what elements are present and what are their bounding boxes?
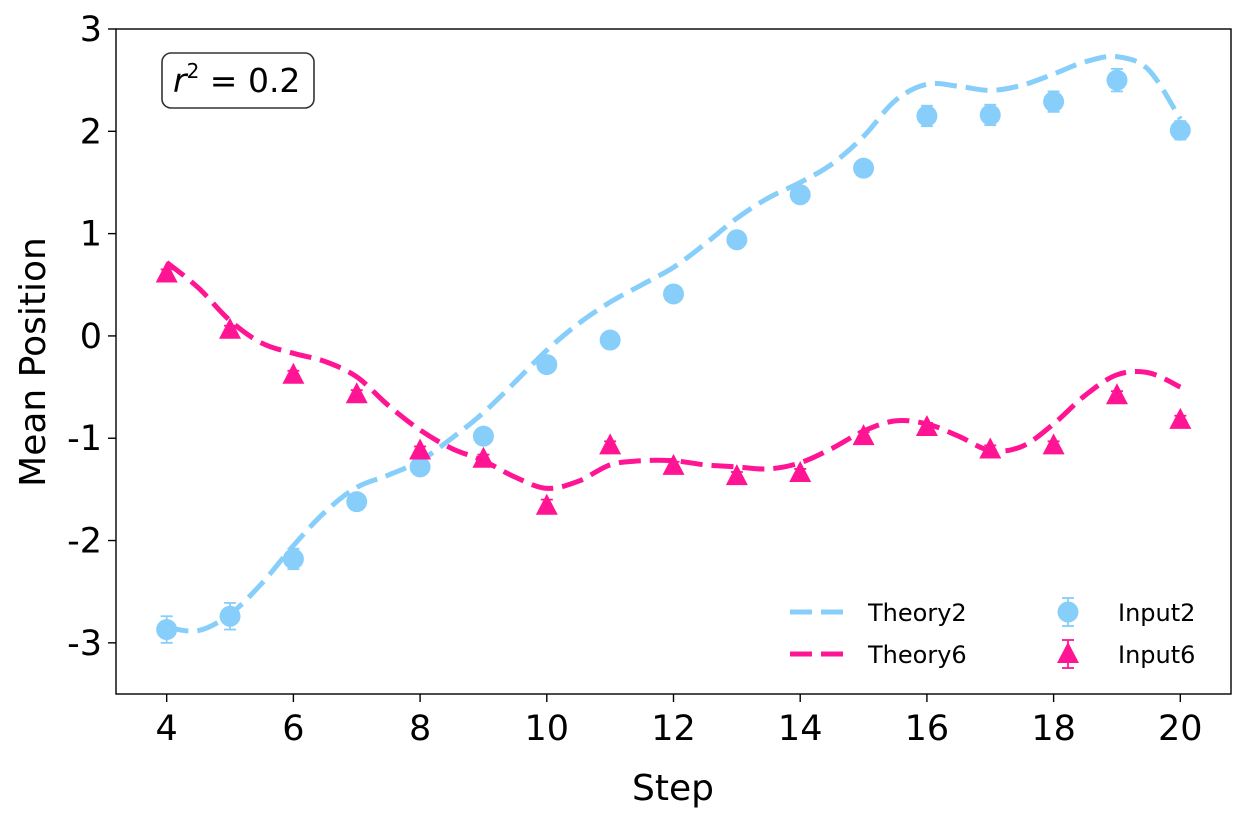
data-point: [219, 605, 241, 627]
data-point: [472, 446, 495, 468]
data-point: [726, 229, 748, 251]
data-point: [472, 425, 494, 447]
annotation-value: = 0.2: [199, 61, 300, 100]
data-point: [853, 157, 875, 179]
data-point: [1042, 433, 1065, 455]
x-tick-label: 6: [282, 709, 304, 749]
data-point: [789, 461, 812, 483]
legend-item-theory6: Theory6: [790, 641, 967, 669]
data-point: [409, 456, 431, 478]
data-point: [219, 317, 242, 339]
y-tick-label: 1: [80, 215, 102, 255]
data-point: [599, 433, 622, 455]
x-tick-label: 10: [525, 709, 570, 749]
legend-label: Input6: [1118, 641, 1195, 669]
data-point: [599, 329, 621, 351]
legend: Theory2 Theory6 Input2 Input6: [790, 597, 1195, 669]
legend-marker: [1057, 601, 1079, 623]
data-point: [1106, 69, 1128, 91]
data-point: [725, 464, 748, 486]
y-tick-label: 2: [80, 112, 102, 152]
data-point: [979, 104, 1001, 126]
x-tick-label: 8: [409, 709, 431, 749]
x-axis: 4 6 8 10 12 14 16 18 20: [156, 694, 1203, 749]
data-point: [789, 184, 811, 206]
x-tick-label: 20: [1158, 709, 1203, 749]
data-point: [536, 354, 558, 376]
data-point: [1169, 407, 1192, 429]
legend-marker: [1057, 642, 1079, 663]
x-axis-title: Step: [632, 768, 714, 809]
x-tick-label: 18: [1031, 709, 1076, 749]
legend-item-theory2: Theory2: [790, 599, 967, 627]
r-squared-annotation: r2 = 0.2: [161, 52, 315, 109]
y-axis: 3 2 1 0 -1 -2 -3: [67, 10, 116, 664]
legend-label: Theory6: [867, 641, 967, 669]
x-tick-label: 4: [156, 709, 178, 749]
data-point: [156, 619, 178, 641]
data-point: [1105, 383, 1128, 405]
y-tick-label: -3: [67, 624, 102, 664]
data-point: [663, 283, 684, 305]
series-line-theory6: [165, 260, 1182, 491]
plot-area: [155, 53, 1192, 644]
data-point: [409, 438, 432, 460]
legend-label: Theory2: [867, 599, 967, 627]
annotation-superscript: 2: [187, 59, 200, 83]
legend-item-input6: Input6: [1057, 639, 1195, 669]
data-point: [979, 437, 1002, 459]
y-axis-title: Mean Position: [13, 237, 54, 487]
series-input2: [156, 68, 1191, 644]
data-point: [852, 424, 875, 446]
annotation-r: r: [173, 61, 189, 100]
data-point: [346, 491, 368, 513]
data-point: [915, 414, 938, 436]
x-tick-label: 16: [905, 709, 950, 749]
data-point: [662, 453, 685, 475]
x-tick-label: 14: [778, 709, 823, 749]
y-tick-label: 0: [80, 317, 102, 357]
y-tick-label: -1: [67, 419, 102, 459]
y-tick-label: 3: [80, 10, 102, 50]
data-point: [282, 548, 304, 570]
data-point: [1169, 119, 1191, 141]
data-point: [1043, 91, 1065, 113]
data-point: [155, 261, 178, 283]
data-point: [916, 105, 938, 127]
data-point: [535, 493, 558, 515]
annotation-text: r2 = 0.2: [173, 59, 300, 100]
annotation-box: [161, 52, 315, 109]
data-point: [345, 382, 368, 404]
series-line-theory2: [166, 53, 1183, 634]
x-tick-label: 12: [651, 709, 696, 749]
legend-item-input2: Input2: [1057, 597, 1195, 627]
legend-label: Input2: [1118, 599, 1195, 627]
series-input6: [155, 261, 1192, 515]
y-tick-label: -2: [67, 522, 102, 562]
data-point: [282, 362, 305, 384]
